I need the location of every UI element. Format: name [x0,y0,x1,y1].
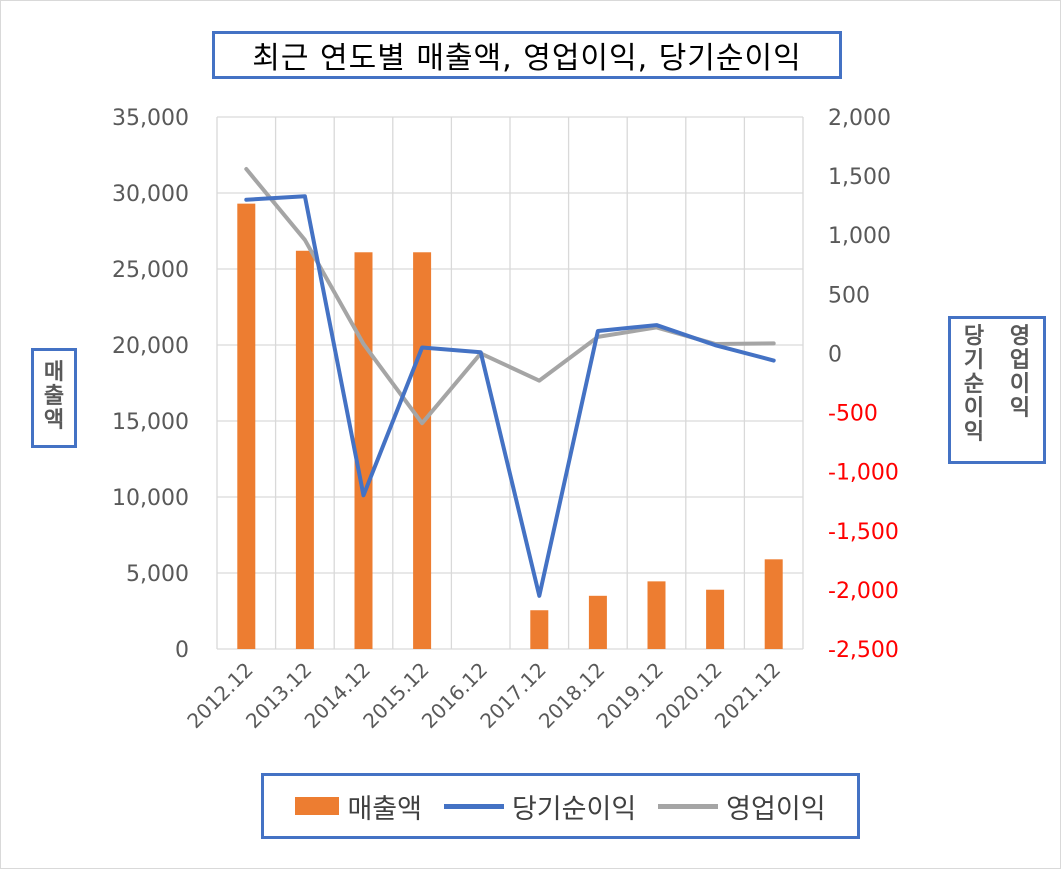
bar-2019.12 [647,581,666,649]
left-axis-ticks: 0 5,000 10,000 15,000 20,000 25,000 30,000 35,0… [112,106,189,663]
left-tick-label: 25,000 [112,258,189,283]
legend-swatch-line [443,803,504,809]
right-tick-label: -1,000 [828,461,899,486]
right-tick-label: 0 [828,342,842,367]
bar-2015.12 [413,252,432,649]
bar-2021.12 [764,559,783,649]
right-tick-label: 500 [828,283,870,308]
legend: 매출액 당기순이익 영업이익 [261,773,860,839]
legend-label: 당기순이익 [511,793,637,825]
legend-label: 매출액 [347,793,422,825]
left-tick-label: 20,000 [112,334,189,359]
right-tick-label: -2,500 [828,638,899,663]
left-tick-label: 0 [175,638,189,663]
legend-item-revenue: 매출액 [295,787,422,826]
right-tick-label: 1,500 [828,165,891,190]
bar-2018.12 [588,595,607,649]
line-series [244,167,776,598]
left-tick-label: 5,000 [126,562,189,587]
left-tick-label: 30,000 [112,182,189,207]
x-axis-ticks: 2012.122013.122014.122015.122016.122017.… [182,658,785,733]
right-tick-label: -1,500 [828,520,899,545]
right-tick-label: 2,000 [828,106,891,131]
legend-item-operating-income: 영업이익 [658,787,826,826]
legend-swatch-bar [295,797,340,815]
legend-label: 영업이익 [726,793,826,825]
left-tick-label: 35,000 [112,106,189,131]
right-axis-ticks: -2,500 -2,000 -1,500 -1,000 -500 0 500 1,000 1,5… [828,106,899,663]
bar-2020.12 [706,589,725,649]
bar-2013.12 [295,250,314,649]
right-tick-label: 1,000 [828,224,891,249]
chart-title: 최근 연도별 매출액, 영업이익, 당기순이익 [212,31,842,79]
right-tick-label: -500 [828,402,878,427]
bar-2012.12 [237,203,256,649]
left-tick-label: 15,000 [112,410,189,435]
left-tick-label: 10,000 [112,486,189,511]
x-tick-label: 2021.12 [710,658,785,733]
legend-swatch-line [658,803,719,809]
right-tick-label: -2,000 [828,579,899,604]
legend-item-net-income: 당기순이익 [443,787,637,826]
line-당기순이익 [244,194,776,598]
bar-2014.12 [354,252,373,649]
bar-2017.12 [530,610,549,649]
